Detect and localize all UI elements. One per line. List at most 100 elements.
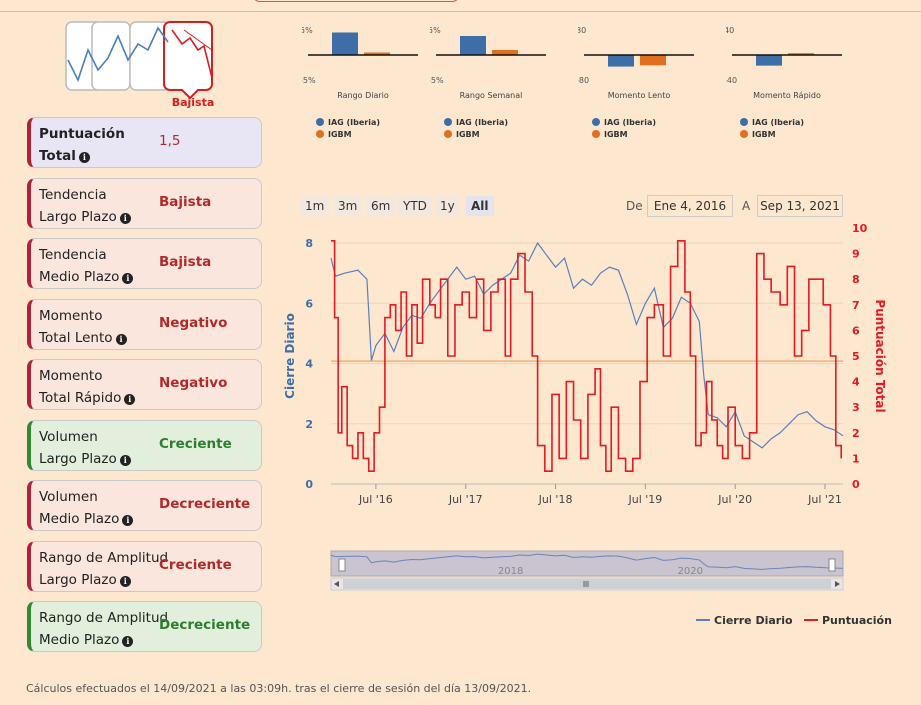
- y2-tick-label: 10: [852, 222, 868, 235]
- card-name-line2: Medio Plazo: [39, 511, 120, 527]
- card-name-line1: Rango de Amplitud: [39, 610, 169, 626]
- mini-tick-label: 5%: [430, 26, 441, 35]
- card-name-line1: Volumen: [39, 429, 98, 445]
- footer-note: Cálculos efectuados el 14/09/2021 a las …: [26, 682, 532, 695]
- mini-tick-label: 80: [578, 26, 586, 35]
- mini-x-label: Rango Diario: [337, 91, 389, 100]
- mini-x-label: Momento Lento: [608, 91, 671, 100]
- series-line-score: [331, 240, 843, 473]
- mini-chart-svg: 40 -40 Momento Rápido IAG (Iberia) IGBM: [724, 26, 842, 139]
- mini-chart: 80 -80 Momento Lento IAG (Iberia) IGBM: [576, 22, 726, 142]
- info-icon[interactable]: i: [115, 334, 127, 345]
- mini-tick-label: -40: [726, 76, 737, 85]
- scrollbar-thumb: [343, 579, 831, 589]
- mini-chart: 5% -5% Rango Semanal IAG (Iberia) IGBM: [428, 22, 578, 142]
- card-name-line2: Total Rápido: [39, 390, 122, 406]
- y2-tick-label: 5: [852, 350, 860, 363]
- range-button[interactable]: 6m: [366, 196, 396, 216]
- summary-card[interactable]: Momento Total Rápido i Negativo: [27, 359, 262, 410]
- x-tick-label: Jul '21: [807, 493, 842, 506]
- navigator-label: 2018: [498, 566, 523, 577]
- scroll-right-arrow-icon: [835, 581, 840, 587]
- mini-legend-label: IAG (Iberia): [456, 118, 508, 127]
- range-button[interactable]: 1m: [300, 196, 330, 216]
- y2-tick-label: 2: [852, 427, 860, 440]
- mini-legend-dot: [316, 118, 324, 126]
- card-name: Volumen Largo Plazo i: [39, 426, 131, 470]
- range-button[interactable]: All: [466, 196, 494, 216]
- info-icon[interactable]: i: [78, 152, 90, 163]
- mini-bar: [608, 55, 634, 67]
- info-icon[interactable]: i: [124, 394, 136, 405]
- mini-legend-dot: [444, 118, 452, 126]
- range-button[interactable]: 1y: [435, 196, 460, 216]
- card-name-line1: Tendencia: [39, 247, 107, 263]
- card-name-line1: Momento: [39, 368, 103, 384]
- range-button[interactable]: YTD: [398, 196, 432, 216]
- scrollbar-track: [330, 577, 844, 591]
- card-name-line2: Medio Plazo: [39, 632, 120, 648]
- card-name: Momento Total Rápido i: [39, 365, 136, 409]
- mini-legend-label: IAG (Iberia): [328, 118, 380, 127]
- mini-legend-label: IGBM: [456, 130, 480, 139]
- info-icon[interactable]: i: [119, 576, 131, 587]
- legend-score[interactable]: Puntuación: [804, 614, 892, 627]
- mini-legend-label: IGBM: [604, 130, 628, 139]
- range-button[interactable]: 3m: [333, 196, 363, 216]
- y2-tick-label: 3: [852, 401, 860, 414]
- mini-bar: [756, 55, 782, 66]
- series-line-price: [330, 241, 844, 449]
- card-value: Negativo: [159, 315, 228, 331]
- summary-card[interactable]: Volumen Medio Plazo i Decreciente: [27, 480, 262, 531]
- summary-card[interactable]: Volumen Largo Plazo i Creciente: [27, 420, 262, 471]
- card-name: Rango de Amplitud Medio Plazo i: [39, 607, 168, 651]
- info-icon[interactable]: i: [122, 273, 134, 284]
- navigator-label: 2020: [678, 566, 703, 577]
- trend-label: Bajista: [171, 96, 215, 109]
- info-icon[interactable]: i: [122, 515, 134, 526]
- legend-price-label: Cierre Diario: [714, 614, 793, 627]
- mini-legend-label: IGBM: [752, 130, 776, 139]
- top-divider: [0, 11, 921, 12]
- card-name: Puntuación Total i: [39, 123, 125, 167]
- y2-tick-label: 0: [852, 478, 860, 491]
- summary-card[interactable]: Puntuación Total i 1,5: [27, 117, 262, 168]
- summary-card[interactable]: Rango de Amplitud Largo Plazo i Creciente: [27, 541, 262, 592]
- y-tick-label: 6: [305, 297, 313, 310]
- mini-legend-dot: [316, 130, 324, 138]
- card-name-line1: Momento: [39, 308, 103, 324]
- info-icon[interactable]: i: [119, 455, 131, 466]
- card-name-line2: Largo Plazo: [39, 572, 117, 588]
- mini-chart-svg: 5% -5% Rango Diario IAG (Iberia) IGBM: [300, 26, 418, 139]
- summary-card[interactable]: Tendencia Largo Plazo i Bajista: [27, 178, 262, 229]
- y2-axis-title: Puntuación Total: [873, 299, 887, 412]
- summary-card[interactable]: Momento Total Lento i Negativo: [27, 299, 262, 350]
- card-name: Tendencia Medio Plazo i: [39, 244, 134, 288]
- scroll-left-arrow-icon: [334, 581, 339, 587]
- y-tick-label: 4: [305, 358, 313, 371]
- card-name-line2: Largo Plazo: [39, 209, 117, 225]
- mini-legend-dot: [740, 130, 748, 138]
- card-name: Rango de Amplitud Largo Plazo i: [39, 547, 168, 591]
- card-value: 1,5: [159, 133, 181, 149]
- mini-tick-label: 40: [726, 26, 734, 35]
- x-tick-label: Jul '17: [448, 493, 483, 506]
- x-tick-label: Jul '18: [538, 493, 573, 506]
- mini-bar: [788, 53, 814, 55]
- trend-chart-icon: [65, 21, 213, 100]
- y2-tick-label: 6: [852, 324, 860, 337]
- info-icon[interactable]: i: [119, 213, 131, 224]
- info-icon[interactable]: i: [122, 636, 134, 647]
- y2-tick-label: 4: [852, 376, 860, 389]
- legend-price[interactable]: Cierre Diario: [696, 614, 793, 627]
- mini-chart-svg: 80 -80 Momento Lento IAG (Iberia) IGBM: [576, 26, 694, 139]
- date-from-input[interactable]: Ene 4, 2016: [647, 195, 733, 217]
- card-value: Bajista: [159, 194, 212, 210]
- mini-legend-label: IAG (Iberia): [604, 118, 656, 127]
- mini-tick-label: -5%: [302, 76, 316, 85]
- date-to-input[interactable]: Sep 13, 2021: [757, 195, 843, 217]
- summary-card[interactable]: Tendencia Medio Plazo i Bajista: [27, 238, 262, 289]
- mini-tick-label: -80: [578, 76, 589, 85]
- summary-card[interactable]: Rango de Amplitud Medio Plazo i Decreciente: [27, 601, 262, 652]
- card-name: Momento Total Lento i: [39, 305, 127, 349]
